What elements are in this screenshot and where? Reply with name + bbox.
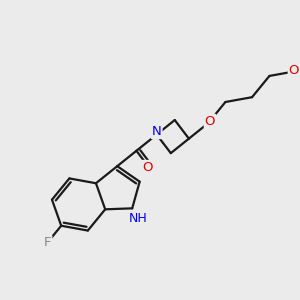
Text: O: O	[205, 115, 215, 128]
Text: NH: NH	[129, 212, 148, 225]
Text: O: O	[142, 161, 153, 174]
Text: O: O	[289, 64, 299, 77]
Text: F: F	[44, 236, 51, 249]
Text: N: N	[152, 125, 161, 138]
